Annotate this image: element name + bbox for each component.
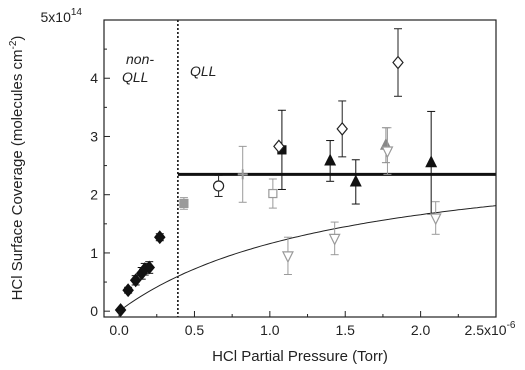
- x-tick-label: 0.0: [109, 322, 129, 338]
- region-label-qll: QLL: [190, 63, 216, 79]
- triangle-up-filled-marker: [351, 176, 361, 186]
- triangle-up-marker-shape: [325, 155, 335, 165]
- triangle-down-open-marker: [382, 147, 392, 157]
- diamond-filled-marker: [155, 231, 165, 243]
- region-label-non-qll-2: QLL: [122, 69, 148, 85]
- diamond-marker-shape: [123, 284, 133, 296]
- y-axis-label: HCl Surface Coverage (molecules cm-2): [8, 36, 26, 301]
- x-tick-label: 2.0: [411, 322, 431, 338]
- triangle-down-open-marker: [283, 252, 293, 262]
- circle-open-marker: [214, 181, 224, 191]
- circle-marker-shape: [214, 181, 224, 191]
- region-label-non-qll-1: non-: [126, 51, 154, 67]
- triangle-down-marker-shape: [382, 147, 392, 157]
- triangle-down-open-marker: [431, 214, 441, 224]
- x-tick-label: 0.5: [185, 322, 205, 338]
- diamond-open-marker: [393, 57, 403, 69]
- y-tick-label: 2: [90, 187, 98, 203]
- diamond-marker-shape: [116, 304, 126, 316]
- y-tick-label: 1: [90, 245, 98, 261]
- cross-gray-marker: [238, 169, 248, 179]
- diamond-marker-shape: [337, 123, 347, 135]
- x-tick-label: 1.5: [335, 322, 355, 338]
- triangle-down-marker-shape: [330, 234, 340, 244]
- triangle-up-marker-shape: [426, 157, 436, 167]
- triangle-up-filled-marker: [426, 157, 436, 167]
- diamond-marker-shape: [393, 57, 403, 69]
- triangle-up-filled-marker: [325, 155, 335, 165]
- square-open-gray-marker: [269, 190, 277, 198]
- diamond-filled-marker: [116, 304, 126, 316]
- fit-curve: [119, 206, 496, 312]
- plot-frame: [104, 20, 496, 317]
- y-tick-label: 3: [90, 128, 98, 144]
- square-filled-gray-marker: [180, 199, 188, 207]
- y-tick-label: 4: [90, 70, 98, 86]
- y-tick-label: 5x1014: [41, 7, 83, 25]
- diamond-marker-shape: [155, 231, 165, 243]
- x-tick-label: 2.5x10-6: [465, 320, 516, 338]
- diamond-filled-marker: [123, 284, 133, 296]
- x-tick-label: 1.0: [260, 322, 280, 338]
- square-marker-shape: [180, 199, 188, 207]
- triangle-down-marker-shape: [283, 252, 293, 262]
- triangle-down-marker-shape: [431, 214, 441, 224]
- x-axis-label: HCl Partial Pressure (Torr): [212, 348, 388, 365]
- y-tick-label: 0: [90, 303, 98, 319]
- diamond-open-marker: [337, 123, 347, 135]
- triangle-up-marker-shape: [351, 176, 361, 186]
- triangle-down-open-marker: [330, 234, 340, 244]
- square-marker-shape: [269, 190, 277, 198]
